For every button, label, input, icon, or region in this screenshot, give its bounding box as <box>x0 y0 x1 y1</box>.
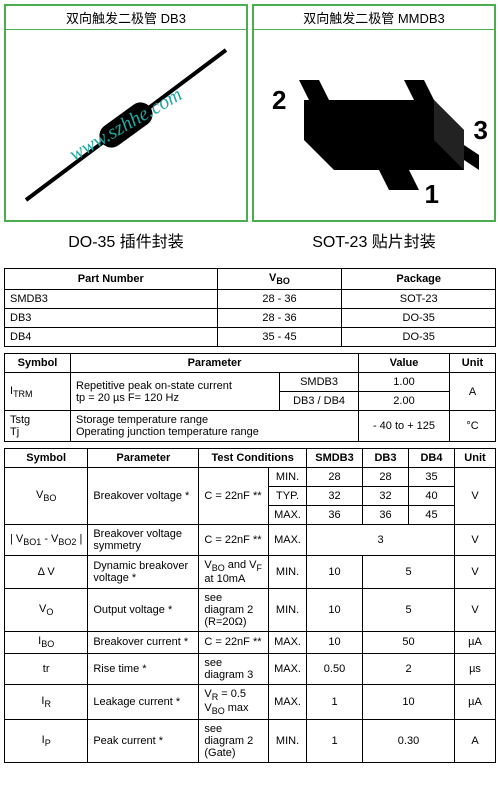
table-row: tr Rise time * see diagram 3 MAX. 0.50 2… <box>5 653 496 684</box>
sot23-svg <box>254 30 494 220</box>
table-row: IR Leakage current * VR = 0.5 VBO max MA… <box>5 684 496 719</box>
sot23-caption: SOT-23 贴片封装 <box>252 222 496 262</box>
table-row: DB3 28 - 36 DO-35 <box>5 309 496 328</box>
pin-2-label: 2 <box>272 85 286 116</box>
package-sot23-title: 双向触发二极管 MMDB3 <box>254 6 494 30</box>
table-row: | VBO1 - VBO2 | Breakover voltage symmet… <box>5 525 496 556</box>
table-row: SMDB3 28 - 36 SOT-23 <box>5 290 496 309</box>
col-part-number: Part Number <box>5 269 218 290</box>
package-do35-figure: www.szhhe.com <box>6 30 246 220</box>
pin-1-label: 1 <box>425 179 439 210</box>
package-sot23-box: 双向触发二极管 MMDB3 2 3 1 <box>252 4 496 222</box>
caption-row: DO-35 插件封装 SOT-23 贴片封装 <box>4 222 496 262</box>
col-package: Package <box>342 269 496 290</box>
table-row: Symbol Parameter Test Conditions SMDB3 D… <box>5 449 496 468</box>
do35-svg <box>6 30 246 220</box>
do35-caption: DO-35 插件封装 <box>4 222 248 262</box>
characteristics-table: Symbol Parameter Test Conditions SMDB3 D… <box>4 448 496 763</box>
package-figure-row: 双向触发二极管 DB3 www.szhhe.com 双向触发二极管 MMDB3 <box>4 4 496 222</box>
package-sot23-figure: 2 3 1 <box>254 30 494 220</box>
table-row: Δ V Dynamic breakover voltage * VBO and … <box>5 556 496 589</box>
table-row: Part Number VBO Package <box>5 269 496 290</box>
ratings-table: Symbol Parameter Value Unit ITRM Repetit… <box>4 353 496 442</box>
part-number-table: Part Number VBO Package SMDB3 28 - 36 SO… <box>4 268 496 347</box>
table-row: IP Peak current * see diagram 2 (Gate) M… <box>5 719 496 762</box>
table-row: IBO Breakover current * C = 22nF ** MAX.… <box>5 632 496 653</box>
table-row: DB4 35 - 45 DO-35 <box>5 328 496 347</box>
package-do35-box: 双向触发二极管 DB3 www.szhhe.com <box>4 4 248 222</box>
table-row: ITRM Repetitive peak on-state current tp… <box>5 373 496 392</box>
table-row: Symbol Parameter Value Unit <box>5 354 496 373</box>
table-row: VBO Breakover voltage * C = 22nF ** MIN.… <box>5 468 496 487</box>
col-vbo: VBO <box>217 269 342 290</box>
package-do35-title: 双向触发二极管 DB3 <box>6 6 246 30</box>
table-row: VO Output voltage * see diagram 2 (R=20Ω… <box>5 589 496 632</box>
table-row: Tstg Tj Storage temperature range Operat… <box>5 411 496 442</box>
pin-3-label: 3 <box>474 115 488 146</box>
